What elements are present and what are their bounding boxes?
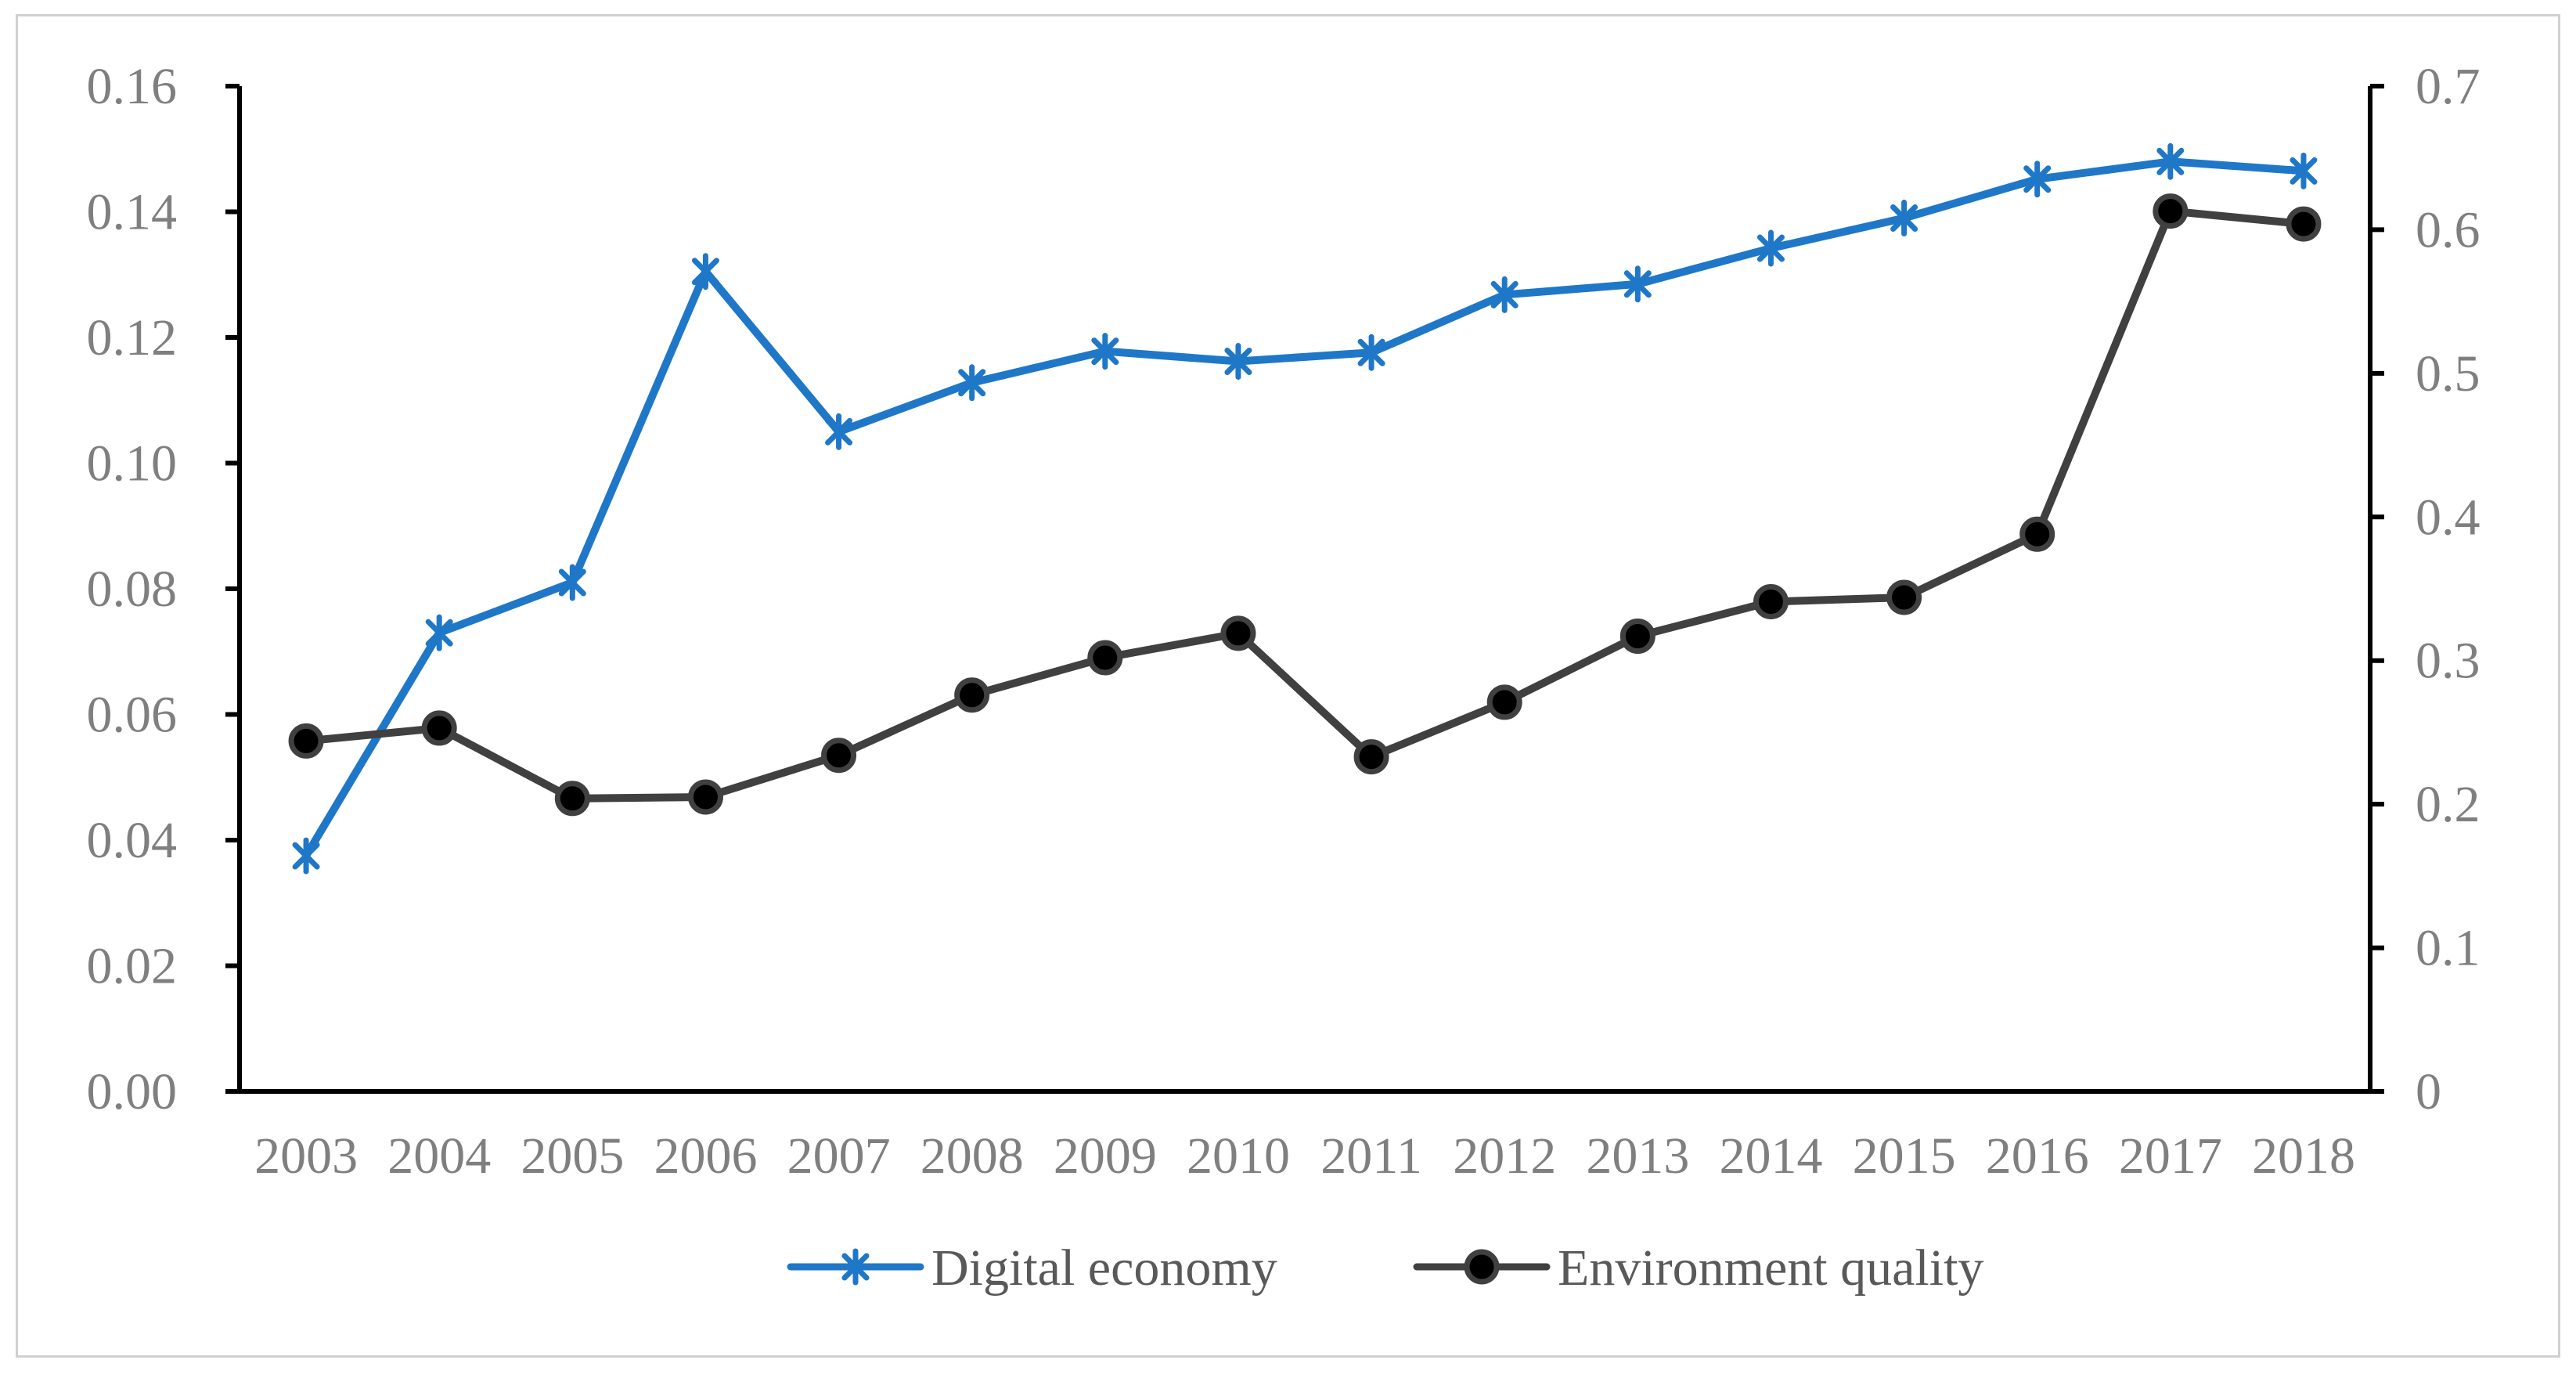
axis-ticks: 0.00 0.02 0.04 0.06 0.08 0.10 0.12 0.14 0.16 0 0.1… [87,58,2481,1185]
data-point-environment-quality [2153,193,2189,229]
series-line-digital-economy [302,157,2308,860]
left-y-tick-label: 0.14 [87,184,178,241]
legend-asterisk-icon [841,1248,870,1286]
right-y-tick-label: 0.1 [2416,920,2481,977]
data-point-digital-economy [2156,142,2185,180]
data-point-environment-quality [288,723,324,759]
legend-label-digital-economy: Digital economy [931,1239,1277,1297]
x-tick-label: 2017 [2119,1127,2222,1185]
data-point-environment-quality [1353,739,1389,775]
data-point-digital-economy [1357,334,1385,371]
right-y-tick-label: 0.5 [2416,345,2481,402]
right-y-tick-label: 0 [2416,1063,2441,1120]
legend: Digital economy Environment quality [787,1239,1983,1297]
data-point-environment-quality [554,781,590,817]
data-point-digital-economy [825,413,853,450]
right-y-tick-label: 0.3 [2416,633,2481,690]
x-tick-label: 2014 [1719,1127,1822,1185]
left-y-tick-label: 0.06 [87,687,178,744]
x-tick-label: 2004 [387,1127,491,1185]
data-point-digital-economy [2023,161,2052,198]
x-tick-label: 2005 [521,1127,624,1185]
data-point-digital-economy [1091,333,1119,370]
legend-item-environment-quality: Environment quality [1413,1239,1983,1297]
data-point-environment-quality [2019,516,2055,552]
data-point-environment-quality [2286,206,2322,242]
x-tick-label: 2008 [921,1127,1024,1185]
left-y-tick-label: 0.04 [87,812,178,869]
data-point-environment-quality [1619,619,1655,655]
data-point-digital-economy [1890,200,1918,237]
x-tick-label: 2018 [2252,1127,2355,1185]
data-point-environment-quality [1753,584,1789,620]
data-point-environment-quality [1220,615,1256,651]
left-y-tick-label: 0.10 [87,435,178,492]
right-y-tick-label: 0.6 [2416,201,2481,258]
data-point-digital-economy [1224,342,1252,380]
right-y-tick-label: 0.4 [2416,489,2481,546]
left-y-tick-label: 0.08 [87,561,178,618]
x-tick-label: 2012 [1453,1127,1556,1185]
legend-circle-icon [1464,1249,1500,1285]
left-y-tick-label: 0.12 [87,309,178,366]
data-point-environment-quality [421,710,457,746]
x-tick-label: 2016 [1986,1127,2089,1185]
x-tick-label: 2015 [1853,1127,1956,1185]
right-y-tick-label: 0.7 [2416,58,2481,115]
series-line-environment-quality [302,207,2308,803]
data-point-environment-quality [954,677,990,713]
data-point-digital-economy [691,253,719,290]
series [288,142,2322,875]
data-point-digital-economy [1623,265,1652,303]
data-point-environment-quality [1886,579,1922,615]
data-point-digital-economy [1756,229,1785,267]
legend-marker-environment-quality [1464,1249,1500,1285]
chart-frame [16,14,2560,1358]
x-tick-label: 2007 [787,1127,891,1185]
right-y-tick-label: 0.2 [2416,776,2481,833]
data-point-environment-quality [821,738,857,774]
data-point-environment-quality [1087,640,1123,676]
x-tick-label: 2010 [1187,1127,1290,1185]
legend-label-environment-quality: Environment quality [1558,1239,1983,1297]
x-tick-label: 2006 [654,1127,757,1185]
x-tick-label: 2013 [1586,1127,1689,1185]
data-point-digital-economy [292,837,320,875]
x-tick-label: 2003 [254,1127,358,1185]
x-tick-label: 2009 [1054,1127,1157,1185]
left-y-tick-label: 0.00 [87,1063,178,1120]
data-point-environment-quality [687,779,723,815]
x-tick-label: 2011 [1320,1127,1422,1185]
legend-marker-digital-economy [841,1248,870,1286]
left-y-tick-label: 0.02 [87,938,178,995]
left-y-tick-label: 0.16 [87,58,178,115]
data-point-digital-economy [1490,276,1519,313]
data-point-digital-economy [958,364,986,402]
data-point-digital-economy [558,564,586,601]
data-point-environment-quality [1486,684,1522,720]
legend-item-digital-economy: Digital economy [787,1239,1277,1297]
data-point-digital-economy [425,614,453,651]
data-point-digital-economy [2290,152,2318,189]
